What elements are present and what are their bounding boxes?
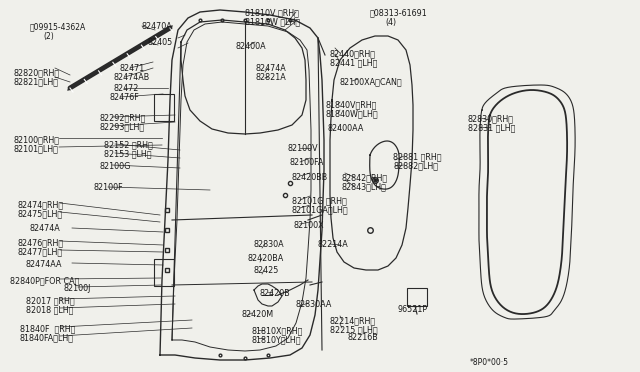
Text: 82471: 82471 <box>120 64 145 73</box>
Text: 81810Y〈LH〉: 81810Y〈LH〉 <box>252 335 301 344</box>
Text: 82420BB: 82420BB <box>292 173 328 182</box>
Text: Ⓝ08313-61691: Ⓝ08313-61691 <box>370 8 428 17</box>
Text: 82100J: 82100J <box>64 284 92 293</box>
Text: 82476F: 82476F <box>110 93 140 102</box>
Text: 82840P〈FOR CA〉: 82840P〈FOR CA〉 <box>10 276 79 285</box>
Text: 81840W〈LH〉: 81840W〈LH〉 <box>326 109 379 118</box>
Text: 82830AA: 82830AA <box>296 300 332 309</box>
Text: 82881 〈RH〉: 82881 〈RH〉 <box>393 152 442 161</box>
Text: 82100XA〈CAN〉: 82100XA〈CAN〉 <box>340 77 403 86</box>
Text: 82018 〈LH〉: 82018 〈LH〉 <box>26 305 74 314</box>
Text: 82216B: 82216B <box>348 333 379 342</box>
Text: 82820〈RH〉: 82820〈RH〉 <box>14 68 60 77</box>
Text: 82100FA: 82100FA <box>290 158 324 167</box>
Text: 96521P: 96521P <box>398 305 428 314</box>
Text: 82842〈RH〉: 82842〈RH〉 <box>342 173 388 182</box>
Text: 82405: 82405 <box>148 38 173 47</box>
Text: 82474A: 82474A <box>30 224 61 233</box>
Text: 81810X〈RH〉: 81810X〈RH〉 <box>252 326 303 335</box>
Text: 82293〈LH〉: 82293〈LH〉 <box>100 122 145 131</box>
Text: 82100〈RH〉: 82100〈RH〉 <box>14 135 60 144</box>
Text: 82440〈RH〉: 82440〈RH〉 <box>330 49 376 58</box>
Text: 82830〈RH〉: 82830〈RH〉 <box>468 114 514 123</box>
Text: 81840V〈RH〉: 81840V〈RH〉 <box>326 100 378 109</box>
Text: 82470A: 82470A <box>142 22 173 31</box>
Text: 82476〈RH〉: 82476〈RH〉 <box>18 238 64 247</box>
Text: 82882〈LH〉: 82882〈LH〉 <box>393 161 438 170</box>
Text: *8P0*00·5: *8P0*00·5 <box>470 358 509 367</box>
Bar <box>407 288 427 306</box>
FancyBboxPatch shape <box>154 259 174 286</box>
Text: 82474A: 82474A <box>256 64 287 73</box>
Text: 82017 〈RH〉: 82017 〈RH〉 <box>26 296 75 305</box>
Text: 82100X: 82100X <box>294 221 324 230</box>
Text: 82843〈LH〉: 82843〈LH〉 <box>342 182 387 191</box>
FancyBboxPatch shape <box>154 94 174 121</box>
Text: 82101〈LH〉: 82101〈LH〉 <box>14 144 59 153</box>
Text: 82425: 82425 <box>254 266 280 275</box>
Text: Ⓦ09915-4362A: Ⓦ09915-4362A <box>30 22 86 31</box>
Text: 82441 〈LH〉: 82441 〈LH〉 <box>330 58 378 67</box>
Text: 82152 〈RH〉: 82152 〈RH〉 <box>104 140 153 149</box>
Text: 82830A: 82830A <box>253 240 284 249</box>
Text: 81810W 〈LH〉: 81810W 〈LH〉 <box>245 17 300 26</box>
Text: 82474AB: 82474AB <box>113 73 149 82</box>
Text: 82101G 〈RH〉: 82101G 〈RH〉 <box>292 196 347 205</box>
Text: 81840F  〈RH〉: 81840F 〈RH〉 <box>20 324 76 333</box>
Text: 82101GA〈LH〉: 82101GA〈LH〉 <box>292 205 349 214</box>
Text: 82400A: 82400A <box>235 42 266 51</box>
Text: 81810V 〈RH〉: 81810V 〈RH〉 <box>245 8 299 17</box>
Text: 82477〈LH〉: 82477〈LH〉 <box>18 247 63 256</box>
Text: 82474〈RH〉: 82474〈RH〉 <box>18 200 64 209</box>
Text: (2): (2) <box>43 32 54 41</box>
Text: 82100G: 82100G <box>100 162 131 171</box>
Text: 82420M: 82420M <box>242 310 274 319</box>
Text: 82420B: 82420B <box>260 289 291 298</box>
Text: 82475〈LH〉: 82475〈LH〉 <box>18 209 63 218</box>
Text: (4): (4) <box>385 18 396 27</box>
Text: 82215 〈LH〉: 82215 〈LH〉 <box>330 325 378 334</box>
Text: 82831 〈LH〉: 82831 〈LH〉 <box>468 123 515 132</box>
Text: 82214〈RH〉: 82214〈RH〉 <box>330 316 376 325</box>
Text: 82821A: 82821A <box>256 73 287 82</box>
Text: 82214A: 82214A <box>318 240 349 249</box>
Text: 82420BA: 82420BA <box>248 254 284 263</box>
Text: 82100F: 82100F <box>93 183 123 192</box>
Text: 82292〈RH〉: 82292〈RH〉 <box>100 113 147 122</box>
Text: 82153 〈LH〉: 82153 〈LH〉 <box>104 149 152 158</box>
Text: 82100V: 82100V <box>288 144 319 153</box>
Text: 81840FA〈LH〉: 81840FA〈LH〉 <box>20 333 74 342</box>
Text: 82474AA: 82474AA <box>26 260 63 269</box>
Text: 82472: 82472 <box>114 84 140 93</box>
Text: 82821〈LH〉: 82821〈LH〉 <box>14 77 59 86</box>
Text: 82400AA: 82400AA <box>328 124 364 133</box>
